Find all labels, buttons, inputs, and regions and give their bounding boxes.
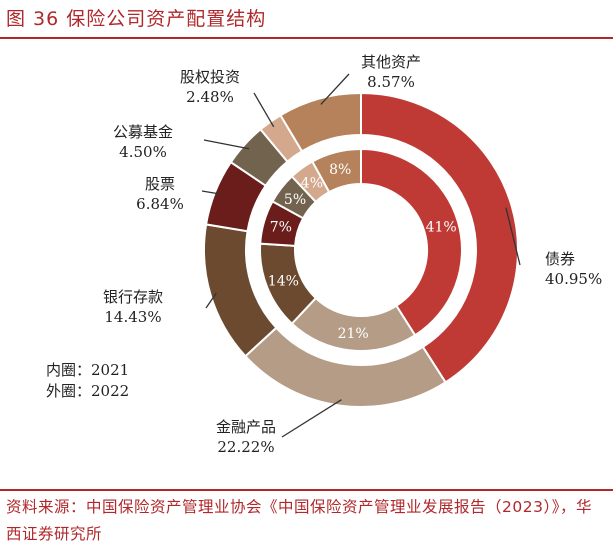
outer-label-bank-deposits: 14.43% <box>104 308 161 326</box>
leader-lines <box>201 73 521 438</box>
outer-label-stocks: 6.84% <box>136 195 184 213</box>
inner-label-bonds: 41% <box>426 220 457 236</box>
inner-ring-note: 内圈：2021 <box>46 361 130 379</box>
figure-title: 图 36 保险公司资产配置结构 <box>6 8 267 30</box>
leader-line-public-funds <box>203 139 250 150</box>
leader-line-equity-investment <box>253 92 275 128</box>
source-rule <box>0 489 613 491</box>
outer-ring-labels: 债券 40.95% 金融产品 22.22% 银行存款 14.43% 股票 6.84% 公募基金 4… <box>103 53 602 456</box>
category-label-stocks: 股票 <box>145 175 175 193</box>
category-label-other-assets: 其他资产 <box>361 53 421 71</box>
category-label-public-funds: 公募基金 <box>113 123 173 141</box>
category-label-bank-deposits: 银行存款 <box>103 288 163 306</box>
outer-ring-2022 <box>203 91 519 408</box>
title-rule <box>0 37 613 39</box>
category-label-equity-investment: 股权投资 <box>180 68 240 86</box>
inner-slice-other-assets <box>310 147 362 194</box>
inner-label-stocks: 7% <box>270 220 292 236</box>
outer-label-equity-investment: 2.48% <box>186 88 234 106</box>
inner-label-financial-products: 21% <box>338 326 369 342</box>
outer-ring-note: 外圈：2022 <box>46 382 130 400</box>
outer-label-financial-products: 22.22% <box>217 438 274 456</box>
inner-slice-bonds <box>360 147 463 337</box>
inner-ring-labels: 41% 21% 14% 7% 5%4% 8% <box>268 162 457 342</box>
category-label-bonds: 债券 <box>545 250 575 268</box>
inner-slice-financial-products <box>290 296 417 352</box>
outer-slice-other-assets <box>279 91 362 153</box>
inner-label-other-assets: 8% <box>329 162 351 178</box>
leader-line-financial-products <box>281 399 342 438</box>
outer-label-public-funds: 4.50% <box>119 143 167 161</box>
outer-slice-bonds <box>360 91 519 384</box>
leader-line-bank-deposits <box>205 292 217 309</box>
leader-line-bonds <box>505 207 521 266</box>
inner-label-public-funds: 5% <box>284 192 306 208</box>
leader-line-other-assets <box>320 73 350 105</box>
inner-ring-2021 <box>259 147 463 352</box>
category-label-financial-products: 金融产品 <box>216 418 276 436</box>
inner-label-bank-deposits: 14% <box>268 274 299 290</box>
inner-label-equity-investment: 4% <box>301 175 323 191</box>
outer-label-bonds: 40.95% <box>545 270 602 288</box>
source-note: 资料来源：中国保险资产管理业协会《中国保险资产管理业发展报告（2023）》，华西… <box>6 498 592 543</box>
ring-legend: 内圈：2021 外圈：2022 <box>46 360 129 402</box>
leader-line-stocks <box>201 190 221 195</box>
outer-label-other-assets: 8.57% <box>367 73 415 91</box>
